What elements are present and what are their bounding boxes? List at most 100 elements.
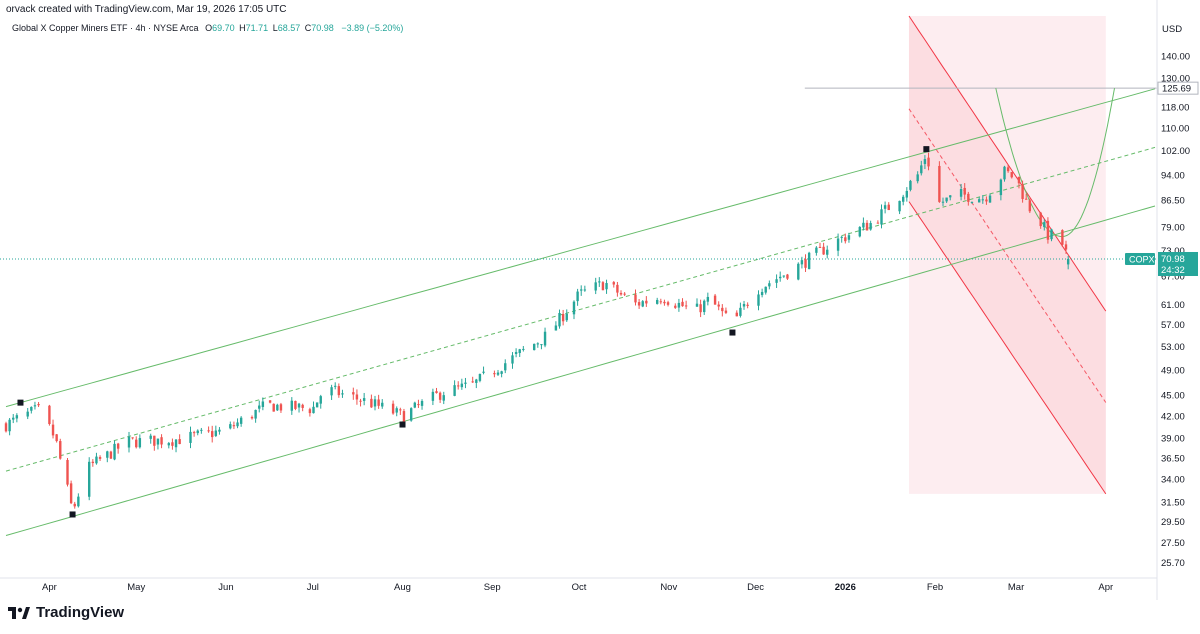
candle-body — [967, 193, 970, 202]
y-tick-label: 94.00 — [1161, 171, 1185, 182]
last-price-box — [1158, 251, 1198, 276]
candle-body — [4, 423, 8, 432]
y-tick-label: 45.00 — [1161, 391, 1185, 402]
y-tick-label: 39.00 — [1161, 434, 1185, 445]
candle-body — [902, 196, 905, 202]
pivot-marker — [729, 329, 736, 336]
candle-body — [381, 402, 384, 407]
candle-body — [862, 222, 865, 228]
candle-body — [666, 302, 670, 305]
candle-body — [413, 402, 417, 408]
candle-body — [207, 430, 210, 432]
candle-body — [460, 383, 464, 388]
candle-body — [988, 195, 992, 203]
countdown-label: 24:32 — [1161, 265, 1185, 276]
candle-body — [717, 304, 720, 307]
candle-body — [746, 304, 749, 306]
candle-body — [319, 396, 322, 404]
x-tick-label: Feb — [927, 582, 943, 593]
candle-body — [138, 438, 142, 448]
candle-body — [438, 392, 442, 400]
candle-body — [706, 296, 710, 302]
candle-body — [757, 294, 760, 306]
high-value: 71.71 — [245, 23, 269, 33]
candle-body — [1003, 166, 1006, 180]
candle-body — [312, 406, 315, 414]
candle-body — [963, 187, 966, 195]
candle-body — [699, 304, 702, 313]
pivot-marker — [923, 146, 930, 153]
parabolic-arc — [995, 88, 1115, 238]
pivot-markers — [17, 146, 930, 518]
candle-body — [69, 483, 73, 504]
candle-body — [1039, 212, 1042, 227]
tradingview-logo-icon — [8, 606, 30, 619]
candle-body — [268, 400, 272, 403]
symbol-tag-label: COPX — [1129, 254, 1155, 264]
candle-body — [276, 404, 279, 411]
candle-body — [192, 432, 196, 434]
pivot-marker — [69, 511, 76, 518]
candle-body — [402, 411, 406, 422]
candle-body — [818, 246, 822, 248]
y-tick-label: 27.50 — [1161, 538, 1185, 549]
candle-body — [171, 442, 174, 446]
candle-body — [464, 382, 467, 384]
x-tick-label: Nov — [660, 582, 677, 593]
candle-body — [1046, 220, 1050, 240]
y-tick-label: 61.00 — [1161, 300, 1185, 311]
candle-body — [677, 302, 681, 308]
candle-body — [106, 451, 109, 458]
candle-body — [1066, 258, 1070, 265]
candle-body — [254, 409, 257, 419]
level-tag-box — [1157, 81, 1199, 95]
candle-body — [475, 379, 478, 383]
y-tick-label: 34.00 — [1161, 475, 1185, 486]
candle-body — [395, 408, 398, 413]
channel-lower-line — [5, 205, 1156, 536]
candle-body — [109, 451, 113, 459]
candle-body — [580, 289, 583, 291]
candle-body — [840, 236, 843, 238]
candle-body — [1061, 230, 1064, 245]
candle-body — [977, 199, 981, 203]
candle-body — [800, 260, 804, 265]
candle-body — [999, 179, 1003, 196]
candle-body — [916, 174, 919, 182]
candle-body — [938, 165, 941, 202]
candle-body — [453, 385, 456, 396]
close-label: C — [304, 23, 312, 33]
y-tick-label: 29.50 — [1161, 517, 1185, 528]
candle-body — [15, 415, 19, 419]
candle-body — [797, 263, 800, 280]
symbol-legend: Global X Copper Miners ETF · 4h · NYSE A… — [12, 23, 405, 33]
open-label: O — [205, 23, 213, 33]
candle-body — [847, 235, 851, 240]
x-tick-label: Mar — [1008, 582, 1024, 593]
y-tick-label: 53.00 — [1161, 342, 1185, 353]
candle-body — [822, 246, 825, 255]
candle-body — [196, 430, 199, 434]
candle-body — [970, 201, 974, 203]
candle-body — [869, 223, 872, 230]
candle-body — [898, 200, 901, 212]
created-by-text: orvack created with TradingView.com, Mar… — [6, 4, 287, 15]
candle-body — [113, 443, 116, 460]
candle-body — [493, 373, 496, 375]
candle-body — [352, 392, 355, 395]
candle-body — [836, 238, 840, 251]
y-tick-label: 86.50 — [1161, 195, 1185, 206]
candle-body — [341, 393, 344, 395]
downtrend-lower-line — [908, 201, 1107, 495]
candle-body — [290, 400, 294, 411]
pivot-marker — [17, 399, 24, 406]
y-tick-label: 49.00 — [1161, 365, 1185, 376]
tradingview-brand[interactable]: TradingView — [8, 604, 124, 621]
candle-body — [362, 398, 366, 401]
candle-body — [1006, 167, 1010, 172]
candle-body — [1064, 244, 1068, 250]
candle-body — [435, 391, 438, 394]
candle-body — [804, 259, 807, 268]
